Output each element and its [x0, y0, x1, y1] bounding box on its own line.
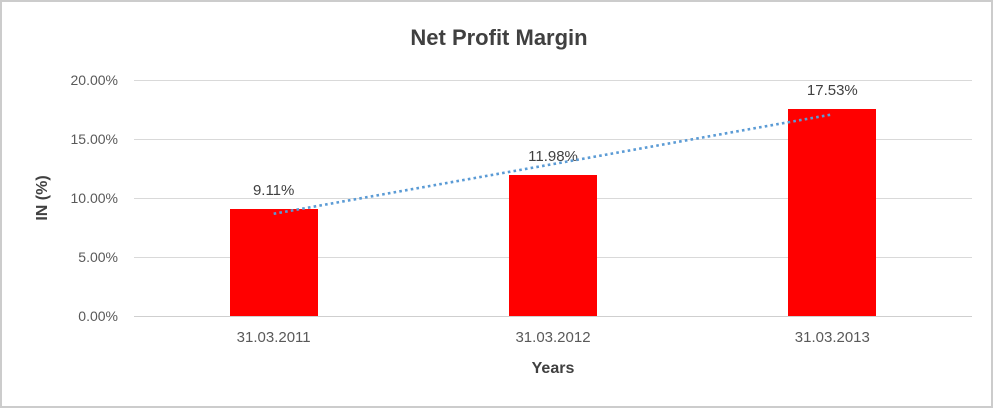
- y-tick-label: 20.00%: [70, 72, 118, 88]
- chart-title: Net Profit Margin: [410, 25, 588, 50]
- bar-31.03.2011: [229, 208, 318, 316]
- x-axis-title: Years: [531, 360, 575, 377]
- bar-31.03.2013: [788, 109, 877, 316]
- x-axis-line: [134, 316, 972, 317]
- data-label: 9.11%: [252, 181, 295, 199]
- x-category-label: 31.03.2011: [236, 329, 311, 346]
- data-label: 11.98%: [528, 147, 578, 165]
- x-category-label: 31.03.2012: [515, 329, 591, 346]
- y-tick-label: 5.00%: [78, 249, 118, 265]
- data-label: 17.53%: [806, 82, 858, 100]
- y-tick-label: 15.00%: [70, 131, 118, 147]
- x-category-label: 31.03.2013: [794, 329, 870, 346]
- y-tick-label: 0.00%: [78, 308, 118, 324]
- bar-31.03.2012: [509, 174, 597, 316]
- horizontal-gridline: [134, 80, 972, 81]
- y-tick-label: 10.00%: [70, 190, 118, 206]
